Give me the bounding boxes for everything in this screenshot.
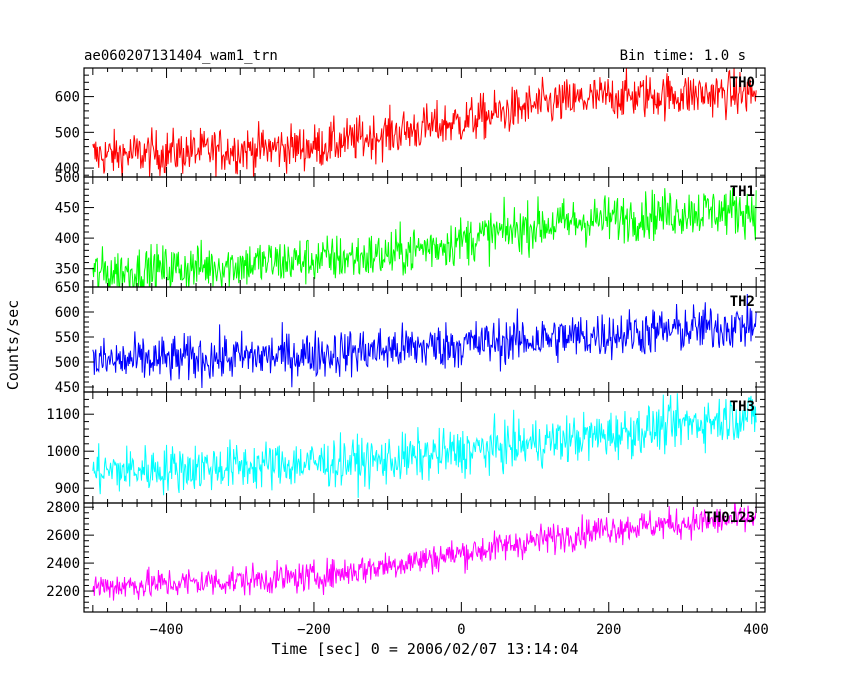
panel-th0123: 2200 2400 2600 2800 TH0123 xyxy=(46,500,766,613)
y-tick-label: 400 xyxy=(55,161,80,177)
y-tick-label: 500 xyxy=(55,355,80,371)
x-tick-label: 400 xyxy=(744,622,769,638)
panel-label-th0: TH0 xyxy=(730,75,755,91)
panel-th1: 350 400 450 500 TH1 xyxy=(55,170,766,288)
y-tick-label: 1000 xyxy=(46,444,80,460)
y-tick-label: 900 xyxy=(55,481,80,497)
panels-group: 400500600TH0350400450500TH14505005506006… xyxy=(46,67,766,613)
bin-time-label: Bin time: 1.0 s xyxy=(620,48,746,64)
y-tick-label: 450 xyxy=(55,380,80,396)
series-th3 xyxy=(92,393,757,498)
y-tick-label: 2800 xyxy=(46,500,80,516)
y-tick-label: 500 xyxy=(55,125,80,141)
panel-th2: 450 500 550 600 650 TH2 xyxy=(55,280,766,396)
y-tick-label: 600 xyxy=(55,305,80,321)
chart-title: ae060207131404_wam1_trn xyxy=(84,48,278,64)
series-th1 xyxy=(92,187,757,287)
y-tick-label: 400 xyxy=(55,231,80,247)
series-th0123 xyxy=(92,503,757,601)
panel-label-th3: TH3 xyxy=(730,399,755,415)
y-tick-label: 1100 xyxy=(46,407,80,423)
y-tick-label: 350 xyxy=(55,262,80,278)
panel-th3: 900 1000 1100 TH3 xyxy=(46,391,766,504)
series-th2 xyxy=(92,293,757,389)
panel-th0: 400 500 600 TH0 xyxy=(55,67,766,178)
y-axis-label: Counts/sec xyxy=(4,300,22,390)
y-tick-label: 2200 xyxy=(46,584,80,600)
y-tick-label: 450 xyxy=(55,201,80,217)
y-tick-label: 500 xyxy=(55,170,80,186)
x-tick-label: 0 xyxy=(457,622,465,638)
panel-label-th0123: TH0123 xyxy=(704,510,755,526)
x-tick-label: −200 xyxy=(297,622,331,638)
panel-label-th2: TH2 xyxy=(730,294,755,310)
x-tick-label: −400 xyxy=(150,622,184,638)
x-tick-label: 200 xyxy=(596,622,621,638)
panel-label-th1: TH1 xyxy=(730,184,755,200)
x-axis-label: Time [sec] 0 = 2006/02/07 13:14:04 xyxy=(271,640,578,658)
x-axis: −400 −200 0 200 400 xyxy=(150,622,769,638)
y-tick-label: 2400 xyxy=(46,556,80,572)
series-th0 xyxy=(92,68,757,177)
y-tick-label: 650 xyxy=(55,280,80,296)
y-tick-label: 550 xyxy=(55,330,80,346)
y-tick-label: 2600 xyxy=(46,528,80,544)
y-tick-label: 600 xyxy=(55,90,80,106)
